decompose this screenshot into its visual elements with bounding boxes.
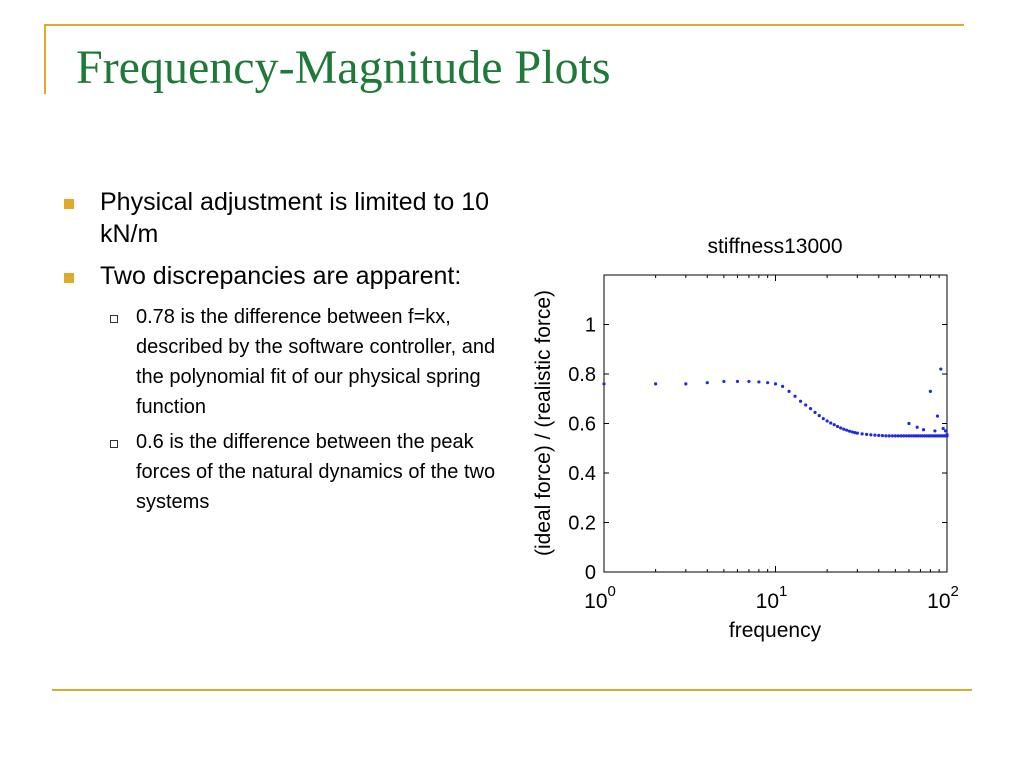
data-point: [869, 433, 873, 437]
chart-title: stiffness13000: [707, 235, 842, 258]
bottom-rule: [52, 689, 972, 691]
data-point: [821, 416, 825, 421]
data-point: [847, 429, 852, 433]
x-tick-label: 101: [756, 583, 788, 613]
data-point: [747, 379, 751, 384]
sub-bullet-text: 0.78 is the difference between f=kx, des…: [136, 306, 496, 418]
y-tick-label: 0.6: [568, 414, 596, 436]
data-point: [842, 427, 846, 431]
data-point: [943, 429, 948, 433]
data-point: [921, 428, 926, 432]
y-tick-label: 0: [585, 562, 596, 584]
y-tick-label: 0.2: [568, 513, 596, 535]
data-point: [602, 382, 606, 386]
sub-bullet-square-icon: [110, 315, 118, 323]
data-point: [890, 434, 894, 438]
data-point: [829, 421, 833, 425]
plot-area: [603, 274, 948, 573]
data-point: [817, 413, 821, 418]
y-axis-label: (ideal force) / (realistic force): [532, 290, 555, 556]
x-tick-label: 100: [584, 583, 616, 613]
data-point: [899, 434, 903, 438]
data-point: [915, 425, 919, 429]
data-point: [793, 394, 797, 398]
data-point: [865, 432, 869, 436]
data-point: [798, 399, 803, 403]
data-point: [941, 426, 945, 431]
data-point: [839, 426, 843, 430]
data-point: [804, 403, 808, 407]
data-point: [825, 419, 829, 423]
data-point: [884, 434, 888, 438]
data-point: [853, 431, 857, 435]
data-point: [766, 381, 770, 385]
data-point: [654, 382, 658, 386]
data-point: [907, 421, 911, 426]
data-point: [722, 379, 726, 384]
y-tick-label: 0.8: [568, 364, 596, 386]
x-axis-label: frequency: [729, 619, 822, 642]
data-point: [808, 407, 813, 411]
data-point: [912, 434, 916, 438]
data-point: [893, 434, 897, 438]
data-point: [684, 382, 688, 386]
data-point: [902, 434, 906, 438]
slide-title: Frequency-Magnitude Plots: [76, 41, 611, 94]
data-point: [850, 430, 854, 434]
data-series: [602, 367, 949, 438]
bullet-item: Physical adjustment is limited to 10 kN/…: [60, 186, 500, 250]
data-point: [757, 380, 761, 384]
left-rule: [44, 24, 46, 94]
bullet-text: Physical adjustment is limited to 10 kN/…: [100, 188, 490, 248]
x-tick-label: 102: [927, 583, 959, 613]
data-point: [735, 379, 740, 384]
top-rule: [44, 24, 964, 26]
sub-bullet-text: 0.6 is the difference between the peak f…: [136, 431, 496, 513]
bullet-list: Physical adjustment is limited to 10 kN/…: [60, 186, 500, 522]
data-point: [896, 434, 900, 438]
data-point: [887, 434, 891, 438]
data-point: [835, 424, 840, 429]
data-point: [787, 389, 791, 393]
bullet-square-icon: [64, 273, 74, 283]
data-point: [935, 414, 940, 418]
bullet-square-icon: [64, 199, 74, 209]
axis-ticks: 0 0.2 0.4 0.6 0.8 1 100 101 102: [568, 275, 959, 613]
data-point: [904, 434, 909, 438]
data-point: [780, 384, 785, 388]
data-point: [860, 432, 864, 436]
data-point: [909, 434, 913, 438]
bullet-item: Two discrepancies are apparent:: [60, 260, 500, 292]
sub-bullet-square-icon: [110, 440, 118, 448]
data-point: [907, 434, 911, 438]
data-point: [939, 367, 943, 371]
frequency-magnitude-chart: stiffness13000 frequency (ideal force) /…: [532, 235, 959, 642]
data-point: [933, 429, 937, 433]
sub-bullet-item: 0.6 is the difference between the peak f…: [60, 427, 500, 517]
data-point: [773, 382, 778, 386]
data-point: [873, 433, 877, 437]
data-point: [877, 433, 881, 437]
bullet-text: Two discrepancies are apparent:: [100, 262, 462, 290]
data-point: [880, 434, 884, 438]
y-tick-label: 1: [585, 315, 596, 337]
data-point: [945, 433, 949, 437]
data-point: [914, 434, 918, 438]
data-point: [845, 428, 849, 432]
data-point: [928, 389, 932, 393]
sub-bullet-item: 0.78 is the difference between f=kx, des…: [60, 302, 500, 422]
data-point: [855, 431, 859, 435]
data-point: [705, 381, 709, 385]
data-point: [832, 423, 836, 427]
y-tick-label: 0.4: [568, 463, 596, 485]
data-point: [813, 410, 817, 414]
